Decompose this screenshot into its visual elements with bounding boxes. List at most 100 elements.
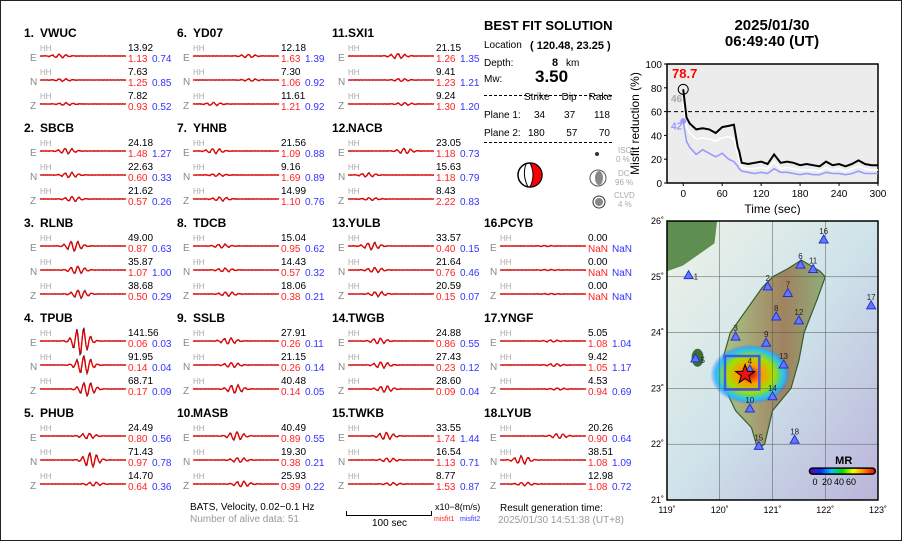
station-map: 119˚ 120˚ 121˚ 122˚ 123˚21˚22˚23˚24˚25˚26˚1 2… — [651, 216, 887, 515]
location-label: Location — [484, 40, 522, 51]
max-amplitude: 25.93 — [281, 471, 307, 482]
synthetic-trace — [40, 453, 126, 468]
waveform-trace — [499, 387, 587, 391]
station-marker-icon[interactable] — [767, 390, 778, 401]
lon-tick-label: 121˚ — [763, 505, 781, 515]
component-z: Z HH 9.24 1.30 1.20 — [332, 91, 482, 118]
y-tick-label: 60 — [651, 108, 663, 119]
station-title: 11.SXI1 — [332, 26, 374, 40]
waveform-trace — [192, 148, 280, 155]
station-number: 10. — [177, 406, 194, 420]
station-title: 15.TWKB — [332, 406, 384, 420]
component-n: N HH 21.15 0.26 0.14 — [177, 352, 327, 379]
max-amplitude: 15.04 — [281, 233, 307, 244]
channel-label: HH — [40, 68, 52, 77]
station-marker-icon[interactable] — [753, 440, 765, 450]
misfit1-value: 1.48 — [128, 149, 148, 160]
component-label: Z — [30, 196, 37, 207]
waveform-trace — [347, 241, 435, 251]
synthetic-trace — [193, 337, 279, 345]
component-label: N — [30, 457, 38, 468]
station-marker-icon[interactable] — [770, 310, 782, 321]
max-amplitude: 14.70 — [128, 471, 154, 482]
waveform-trace — [499, 363, 587, 367]
station-marker-icon[interactable] — [793, 314, 805, 325]
misfit1-value: 0.23 — [436, 363, 456, 374]
station-title: 14.TWGB — [332, 311, 385, 325]
station-marker-icon[interactable] — [795, 259, 806, 269]
channel-label: HH — [40, 139, 52, 148]
channel-label: HH — [40, 448, 52, 457]
channel-label: HH — [193, 448, 205, 457]
station-marker-label: 15 — [754, 433, 763, 442]
misfit1-value: 0.06 — [128, 339, 148, 350]
component-z: Z HH 7.82 0.93 0.52 — [24, 91, 174, 118]
station-marker-icon[interactable] — [789, 434, 801, 444]
channel-label: HH — [500, 282, 512, 291]
channel-label: HH — [193, 377, 205, 386]
channel-label: HH — [500, 329, 512, 338]
misfit2-value: 0.74 — [152, 54, 172, 65]
synthetic-trace — [192, 102, 279, 107]
synthetic-trace — [348, 102, 434, 106]
plane1-dip: 37 — [564, 110, 576, 121]
station-marker-label: 2 — [766, 274, 771, 283]
station-lyub: 18.LYUB E HH 20.26 0.90 0.64 N HH 38.51 1.08 1.09 Z… — [484, 406, 634, 496]
station-marker-icon[interactable] — [744, 403, 756, 413]
component-n: N HH 9.16 1.69 0.89 — [177, 162, 327, 189]
component-z: Z HH 40.48 0.14 0.05 — [177, 376, 327, 403]
station-marker-icon[interactable] — [690, 352, 701, 363]
station-title: 4. TPUB — [24, 311, 73, 325]
waveform-trace — [347, 337, 435, 345]
channel-label: HH — [40, 92, 52, 101]
synthetic-trace — [348, 197, 434, 201]
station-number: 6. — [177, 26, 188, 40]
component-n: N HH 27.43 0.23 0.12 — [332, 352, 482, 379]
channel-label: HH — [193, 139, 205, 148]
misfit2-value: 0.63 — [152, 244, 172, 255]
station-marker-icon[interactable] — [760, 337, 772, 347]
misfit2-value: 0.12 — [460, 363, 480, 374]
max-amplitude: 24.88 — [436, 328, 462, 339]
waveform-trace — [347, 78, 435, 82]
channel-label: HH — [500, 353, 512, 362]
station-title: 18.LYUB — [484, 406, 532, 420]
component-n: N HH 91.95 0.14 0.04 — [24, 352, 174, 379]
misfit1-value: 1.13 — [128, 54, 148, 65]
blue-start-marker — [680, 118, 687, 125]
misfit2-value: NaN — [612, 292, 633, 303]
misfit2-value: 0.52 — [152, 102, 172, 113]
waveform-trace — [39, 77, 127, 83]
lon-tick-label: 123˚ — [869, 505, 887, 515]
station-marker-icon[interactable] — [865, 299, 877, 310]
component-e: E HH 23.05 1.18 0.73 — [332, 138, 482, 165]
max-amplitude: 9.41 — [436, 67, 456, 78]
component-label: N — [490, 362, 498, 373]
component-label: Z — [183, 481, 190, 492]
station-marker-label: 14 — [768, 384, 777, 393]
station-marker-icon[interactable] — [778, 358, 789, 369]
station-marker-icon[interactable] — [818, 233, 830, 244]
station-marker-icon[interactable] — [807, 263, 819, 274]
synthetic-trace — [40, 171, 126, 178]
max-amplitude: 20.59 — [436, 281, 462, 292]
waveform-trace — [192, 480, 280, 488]
component-label: E — [490, 338, 497, 349]
station-marker-icon[interactable] — [683, 269, 694, 280]
component-e: E HH 13.92 1.13 0.74 — [24, 43, 174, 70]
iso-icon — [595, 152, 599, 156]
misfit1-value: 1.21 — [281, 102, 301, 113]
misfit2-value: 1.35 — [460, 54, 480, 65]
waveform-trace — [347, 52, 435, 60]
component-label: Z — [183, 291, 190, 302]
component-label: Z — [183, 196, 190, 207]
max-amplitude: 8.77 — [436, 471, 456, 482]
max-amplitude: 7.30 — [281, 67, 301, 78]
waveform-trace — [347, 266, 435, 274]
x-tick-label: 240 — [831, 189, 848, 200]
misfit1-value: 0.93 — [128, 102, 148, 113]
station-marker-icon[interactable] — [782, 287, 794, 298]
waveform-trace — [39, 171, 127, 179]
station-marker-icon[interactable] — [730, 331, 741, 341]
station-marker-icon[interactable] — [762, 280, 774, 291]
